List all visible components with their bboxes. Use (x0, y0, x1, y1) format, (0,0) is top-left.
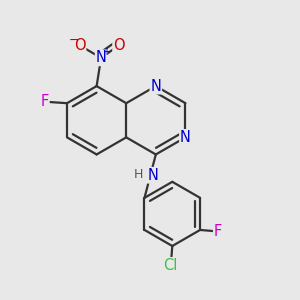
Text: N: N (96, 50, 106, 65)
Text: −: − (68, 34, 79, 46)
Text: +: + (102, 47, 110, 57)
Text: N: N (180, 130, 191, 145)
Text: O: O (113, 38, 125, 53)
Text: O: O (74, 38, 85, 53)
Text: F: F (214, 224, 222, 239)
Text: N: N (148, 168, 159, 183)
Text: H: H (134, 168, 144, 181)
Text: Cl: Cl (164, 258, 178, 273)
Text: N: N (150, 79, 161, 94)
Text: F: F (40, 94, 49, 109)
